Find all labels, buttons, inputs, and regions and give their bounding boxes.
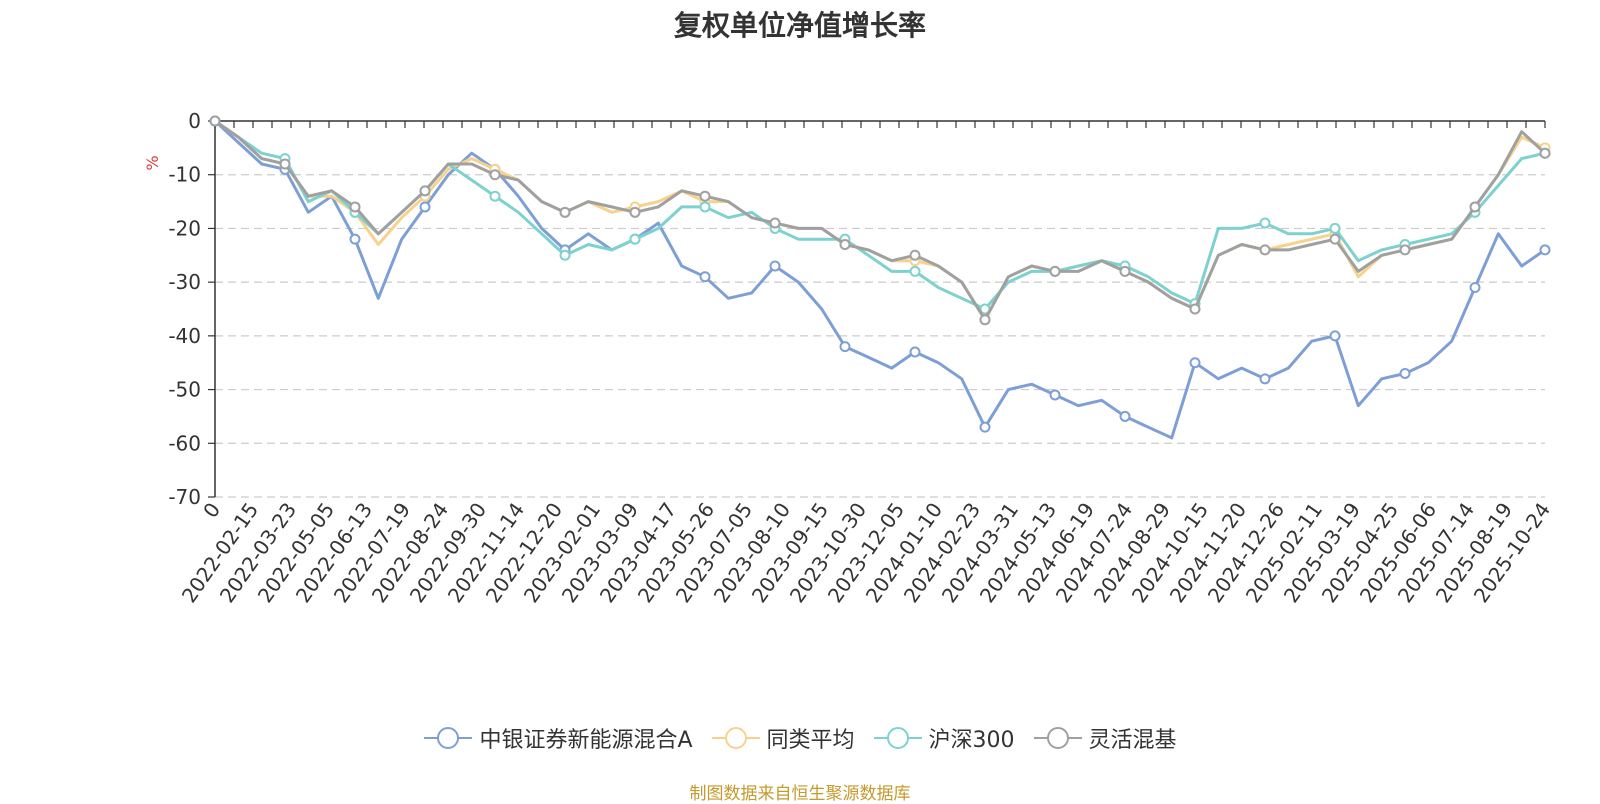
y-tick-label: 0 — [188, 109, 201, 133]
legend-label: 沪深300 — [928, 728, 1015, 753]
series-4-point — [1399, 244, 1411, 256]
series-4-point — [1469, 201, 1481, 213]
series-3-point — [909, 265, 921, 277]
y-tick-label: -30 — [168, 270, 201, 294]
legend-swatch-4 — [1033, 727, 1082, 749]
series-4-point — [1119, 265, 1131, 277]
series-1-point — [839, 341, 851, 353]
series-line-3 — [213, 119, 1547, 311]
legend-swatch-marker — [724, 727, 747, 749]
series-1-point — [1469, 282, 1481, 294]
legend-swatch-3 — [873, 727, 922, 749]
y-tick-label: -10 — [168, 163, 201, 187]
series-line-1 — [213, 119, 1547, 440]
series-1-point — [769, 260, 781, 272]
legend-item-3[interactable]: 沪深300 — [873, 722, 1015, 754]
grid-layer — [215, 174, 1545, 498]
series-1-point — [1539, 244, 1551, 256]
series-3-point — [489, 190, 501, 202]
series-4-point — [769, 217, 781, 229]
series-4-point — [1329, 233, 1341, 245]
y-tick-label: -20 — [168, 216, 201, 240]
series-3-point — [559, 249, 571, 261]
series-1-point — [1329, 330, 1341, 342]
series-4-point — [489, 169, 501, 181]
series-4-point — [349, 201, 361, 213]
series-4-point — [209, 115, 221, 127]
y-tick-label: -70 — [168, 485, 201, 509]
series-4-point — [419, 185, 431, 197]
y-tick-label: -60 — [168, 431, 201, 455]
series-1-point — [1119, 410, 1131, 422]
series-3-point — [629, 233, 641, 245]
source-note: 制图数据来自恒生聚源数据库 — [689, 784, 911, 804]
series-1-point — [979, 421, 991, 433]
legend-label: 中银证券新能源混合A — [479, 728, 693, 753]
legend-swatch-marker — [437, 727, 460, 749]
legend-item-2[interactable]: 同类平均 — [711, 722, 855, 754]
series-4-point — [909, 249, 921, 261]
series-4-point — [1259, 244, 1271, 256]
y-tick-label: -50 — [168, 378, 201, 402]
series-layer — [209, 115, 1551, 440]
series-1-point — [699, 271, 711, 283]
series-1-point — [1259, 373, 1271, 385]
series-4-point — [1539, 147, 1551, 159]
legend-label: 灵活混基 — [1088, 728, 1177, 753]
series-3-point — [1329, 222, 1341, 234]
legend-item-1[interactable]: 中银证券新能源混合A — [423, 722, 693, 754]
series-4-point — [1189, 303, 1201, 315]
axis-layer — [208, 120, 1546, 498]
y-axis-label: % — [143, 155, 162, 170]
series-line-4 — [213, 119, 1547, 322]
series-1-point — [419, 201, 431, 213]
series-1-point — [1189, 357, 1201, 369]
series-1-point — [1399, 367, 1411, 379]
legend-swatch-1 — [424, 727, 473, 749]
legend-label: 同类平均 — [766, 728, 855, 753]
legend-swatch-2 — [711, 727, 760, 749]
series-1-point — [909, 346, 921, 358]
line-chart: 0-10-20-30-40-50-60-70%02022-02-152022-0… — [143, 109, 1555, 607]
legend-item-4[interactable]: 灵活混基 — [1033, 722, 1177, 754]
series-4-point — [279, 158, 291, 170]
x-tick-label: 0 — [198, 498, 225, 522]
series-1-point — [1049, 389, 1061, 401]
series-3-point — [699, 201, 711, 213]
series-1-point — [349, 233, 361, 245]
series-4-point — [699, 190, 711, 202]
series-4-point — [629, 206, 641, 218]
series-4-point — [839, 239, 851, 251]
y-tick-label: -40 — [168, 324, 201, 348]
series-4-point — [559, 206, 571, 218]
legend: 中银证券新能源混合A 同类平均 沪深300 灵活混基 — [0, 722, 1600, 754]
chart-title: 复权单位净值增长率 — [673, 9, 926, 42]
legend-swatch-marker — [1046, 727, 1069, 749]
series-4-point — [979, 314, 991, 326]
series-4-point — [1049, 265, 1061, 277]
legend-swatch-marker — [886, 727, 909, 749]
series-3-point — [1259, 217, 1271, 229]
